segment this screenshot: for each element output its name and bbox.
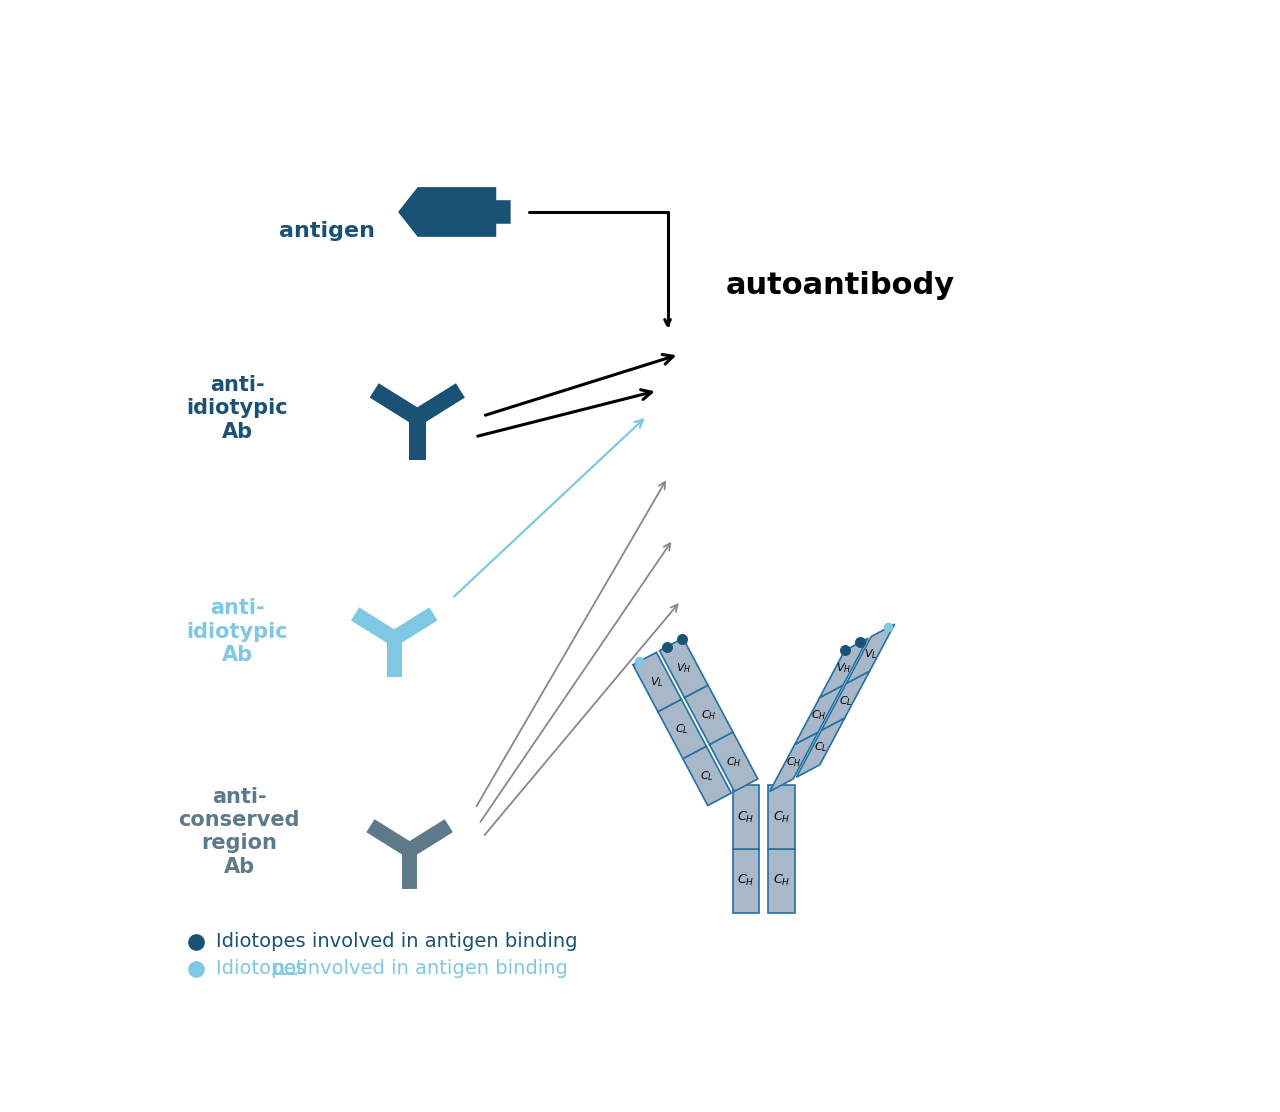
- Polygon shape: [413, 384, 465, 425]
- FancyBboxPatch shape: [733, 785, 759, 848]
- Polygon shape: [398, 187, 511, 237]
- Polygon shape: [769, 732, 818, 792]
- Text: $C_H$: $C_H$: [773, 810, 790, 825]
- Text: $V_H$: $V_H$: [836, 661, 851, 675]
- Text: $C_L$: $C_L$: [814, 741, 827, 754]
- Text: antigen: antigen: [279, 221, 375, 241]
- FancyBboxPatch shape: [768, 848, 795, 913]
- Polygon shape: [822, 671, 869, 731]
- Polygon shape: [390, 607, 438, 645]
- FancyBboxPatch shape: [733, 848, 759, 913]
- Text: $C_H$: $C_H$: [737, 810, 755, 825]
- Polygon shape: [351, 607, 398, 645]
- Polygon shape: [632, 653, 681, 712]
- Polygon shape: [795, 685, 844, 745]
- Polygon shape: [408, 416, 426, 460]
- Polygon shape: [659, 638, 708, 697]
- Text: $C_L$: $C_L$: [838, 694, 852, 707]
- Text: $V_L$: $V_L$: [864, 647, 877, 661]
- Text: $C_H$: $C_H$: [737, 873, 755, 888]
- Text: involved in antigen binding: involved in antigen binding: [296, 960, 567, 979]
- Text: $C_H$: $C_H$: [726, 755, 741, 768]
- Text: $C_H$: $C_H$: [786, 755, 801, 768]
- Text: $C_H$: $C_H$: [773, 873, 790, 888]
- FancyBboxPatch shape: [768, 785, 795, 848]
- Text: $C_H$: $C_H$: [701, 708, 717, 722]
- Text: $C_L$: $C_L$: [676, 722, 689, 736]
- Polygon shape: [658, 699, 707, 758]
- Text: $C_H$: $C_H$: [812, 708, 827, 722]
- Polygon shape: [846, 624, 895, 684]
- Text: $C_L$: $C_L$: [700, 768, 714, 783]
- Polygon shape: [402, 848, 417, 888]
- Polygon shape: [682, 746, 731, 805]
- Text: $V_H$: $V_H$: [676, 661, 691, 675]
- Polygon shape: [685, 685, 733, 745]
- Text: anti-
conserved
region
Ab: anti- conserved region Ab: [179, 787, 300, 876]
- Text: anti-
idiotypic
Ab: anti- idiotypic Ab: [187, 375, 288, 441]
- Polygon shape: [796, 718, 845, 777]
- Polygon shape: [709, 732, 758, 792]
- Text: Idiotopes involved in antigen binding: Idiotopes involved in antigen binding: [215, 933, 577, 952]
- Text: anti-
idiotypic
Ab: anti- idiotypic Ab: [187, 598, 288, 665]
- Text: Idiotopes: Idiotopes: [215, 960, 311, 979]
- Polygon shape: [387, 637, 402, 677]
- Polygon shape: [366, 820, 413, 856]
- Polygon shape: [370, 384, 422, 425]
- Polygon shape: [406, 820, 453, 856]
- Polygon shape: [819, 638, 868, 697]
- Text: autoantibody: autoantibody: [726, 270, 955, 299]
- Text: not: not: [273, 960, 305, 979]
- Text: $V_L$: $V_L$: [650, 675, 664, 689]
